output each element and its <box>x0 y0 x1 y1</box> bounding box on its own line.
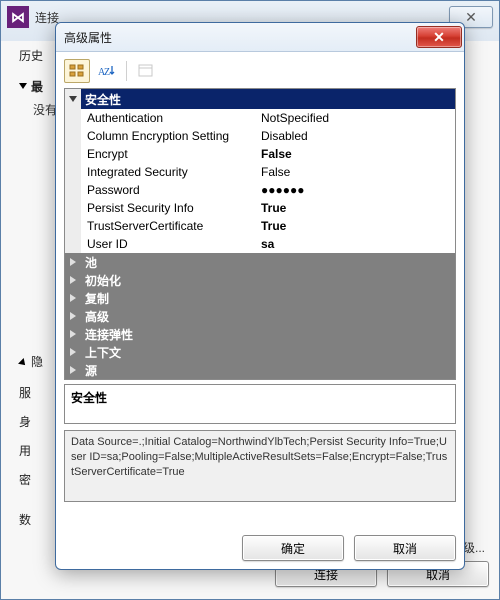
parent-pass-label: 密 <box>19 469 57 492</box>
category-row-collapsed[interactable]: 池 <box>65 253 455 271</box>
property-name: Password <box>87 183 140 197</box>
chevron-right-icon[interactable] <box>70 294 76 302</box>
property-value[interactable]: False <box>261 147 292 161</box>
connection-string-box[interactable]: Data Source=.;Initial Catalog=NorthwindY… <box>64 430 456 502</box>
category-row-security[interactable]: 安全性 <box>65 89 455 109</box>
parent-hidden-label: 隐 <box>31 351 43 374</box>
parent-sidebar: 历史 最 没有 隐 服 身 用 密 数 <box>19 45 57 532</box>
category-row-collapsed[interactable]: 连接弹性 <box>65 325 455 343</box>
property-value[interactable]: True <box>261 219 286 233</box>
vs-logo-icon: ⋈ <box>7 6 29 28</box>
category-label: 高级 <box>85 310 109 324</box>
parent-user-label: 用 <box>19 440 57 463</box>
alphabetical-toggle[interactable]: AZ <box>94 59 120 83</box>
property-value[interactable]: NotSpecified <box>261 111 329 125</box>
parent-db-label: 数 <box>19 509 57 532</box>
chevron-right-icon[interactable] <box>70 348 76 356</box>
toolbar-separator <box>126 61 127 81</box>
dialog-content: AZ 安全性 Authentication NotSpecified Column E… <box>56 52 464 569</box>
property-value[interactable]: False <box>261 165 290 179</box>
chevron-right-icon[interactable] <box>70 258 76 266</box>
property-name: Integrated Security <box>87 165 188 179</box>
dialog-buttons: 确定 取消 <box>64 525 456 561</box>
close-button[interactable]: ✕ <box>416 26 462 48</box>
categorized-icon <box>69 64 85 78</box>
category-row-collapsed[interactable]: 初始化 <box>65 271 455 289</box>
chevron-right-icon[interactable] <box>70 276 76 284</box>
alphabetical-icon: AZ <box>98 64 116 78</box>
category-label: 池 <box>85 256 97 270</box>
category-row-collapsed[interactable]: 高级 <box>65 307 455 325</box>
property-name: TrustServerCertificate <box>87 219 203 233</box>
category-label: 初始化 <box>85 274 121 288</box>
property-value[interactable]: Disabled <box>261 129 308 143</box>
ok-button[interactable]: 确定 <box>242 535 344 561</box>
parent-server-label: 服 <box>19 382 57 405</box>
property-row[interactable]: Password ●●●●●● <box>65 181 455 199</box>
chevron-down-icon[interactable] <box>69 96 77 102</box>
parent-history-label: 历史 <box>19 45 57 68</box>
description-pane: 安全性 <box>64 384 456 424</box>
parent-title: 连接 <box>35 9 59 26</box>
category-label: 复制 <box>85 292 109 306</box>
property-row[interactable]: TrustServerCertificate True <box>65 217 455 235</box>
property-name: Authentication <box>87 111 163 125</box>
parent-recent-header: 最 <box>31 76 43 99</box>
property-value[interactable]: sa <box>261 237 274 251</box>
property-grid[interactable]: 安全性 Authentication NotSpecified Column Encr… <box>64 88 456 380</box>
category-row-collapsed[interactable]: 复制 <box>65 289 455 307</box>
property-row[interactable]: Persist Security Info True <box>65 199 455 217</box>
property-value[interactable]: ●●●●●● <box>261 183 305 197</box>
chevron-right-icon[interactable] <box>70 330 76 338</box>
parent-auth-label: 身 <box>19 411 57 434</box>
chevron-down-icon[interactable] <box>18 358 28 368</box>
category-label: 上下文 <box>85 346 121 360</box>
advanced-properties-dialog: 高级属性 ✕ AZ 安全性 Authentication NotSpecified C… <box>55 22 465 570</box>
parent-advanced-tail[interactable]: 级... <box>463 539 485 556</box>
description-title: 安全性 <box>71 391 107 405</box>
property-name: Persist Security Info <box>87 201 194 215</box>
category-row-collapsed[interactable]: 上下文 <box>65 343 455 361</box>
close-icon: ✕ <box>433 29 445 46</box>
cancel-button[interactable]: 取消 <box>354 535 456 561</box>
property-row[interactable]: Integrated Security False <box>65 163 455 181</box>
svg-text:Z: Z <box>104 67 110 78</box>
chevron-right-icon[interactable] <box>70 312 76 320</box>
property-name: User ID <box>87 237 128 251</box>
dialog-titlebar[interactable]: 高级属性 ✕ <box>56 23 464 52</box>
property-value[interactable]: True <box>261 201 286 215</box>
category-label: 安全性 <box>85 93 121 107</box>
property-name: Encrypt <box>87 147 128 161</box>
property-name: Column Encryption Setting <box>87 129 229 143</box>
chevron-right-icon[interactable] <box>70 366 76 374</box>
connection-string-text: Data Source=.;Initial Catalog=NorthwindY… <box>71 436 447 478</box>
propgrid-toolbar: AZ <box>64 58 456 84</box>
property-row[interactable]: Encrypt False <box>65 145 455 163</box>
chevron-down-icon[interactable] <box>19 83 27 89</box>
property-row[interactable]: Authentication NotSpecified <box>65 109 455 127</box>
property-row[interactable]: User ID sa <box>65 235 455 253</box>
property-row[interactable]: Column Encryption Setting Disabled <box>65 127 455 145</box>
category-label: 源 <box>85 364 97 378</box>
dialog-title: 高级属性 <box>64 29 112 46</box>
property-pages-icon <box>138 64 154 78</box>
category-label: 连接弹性 <box>85 328 133 342</box>
parent-no-items: 没有 <box>19 99 57 122</box>
category-row-collapsed[interactable]: 源 <box>65 361 455 379</box>
property-pages-button[interactable] <box>133 59 159 83</box>
categorized-toggle[interactable] <box>64 59 90 83</box>
